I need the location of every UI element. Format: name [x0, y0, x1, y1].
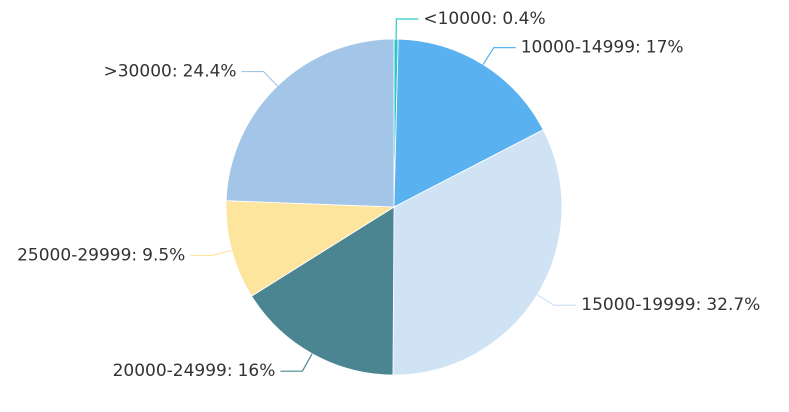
leader-line [241, 70, 278, 87]
slice-label: 20000-24999: 16% [113, 361, 276, 381]
slice-value: 32.7% [706, 295, 760, 315]
slice-label: 25000-29999: 9.5% [17, 245, 185, 265]
slice-category: 15000-19999: [581, 295, 701, 315]
slice-category: >30000: [104, 62, 178, 82]
leader-line [280, 353, 313, 372]
slice-label: 10000-14999: 17% [521, 38, 684, 58]
slice-category: 25000-29999: [17, 245, 137, 265]
slice-value: 17% [646, 38, 684, 58]
pie-slice [225, 38, 395, 208]
leader-line [536, 294, 577, 306]
slice-value: 24.4% [183, 62, 237, 82]
slice-category: 20000-24999: [113, 361, 233, 381]
pie-slice [393, 38, 544, 208]
slice-label: <10000: 0.4% [423, 9, 545, 29]
slice-category: <10000: [423, 9, 497, 29]
slice-value: 0.4% [502, 9, 545, 29]
slice-label: 15000-19999: 32.7% [581, 295, 760, 315]
slice-label: >30000: 24.4% [104, 62, 237, 82]
leader-line [190, 249, 232, 257]
slice-category: 10000-14999: [521, 38, 641, 58]
leader-line [395, 18, 419, 40]
slice-value: 9.5% [142, 245, 185, 265]
slice-value: 16% [238, 361, 276, 381]
leader-line [482, 47, 516, 65]
